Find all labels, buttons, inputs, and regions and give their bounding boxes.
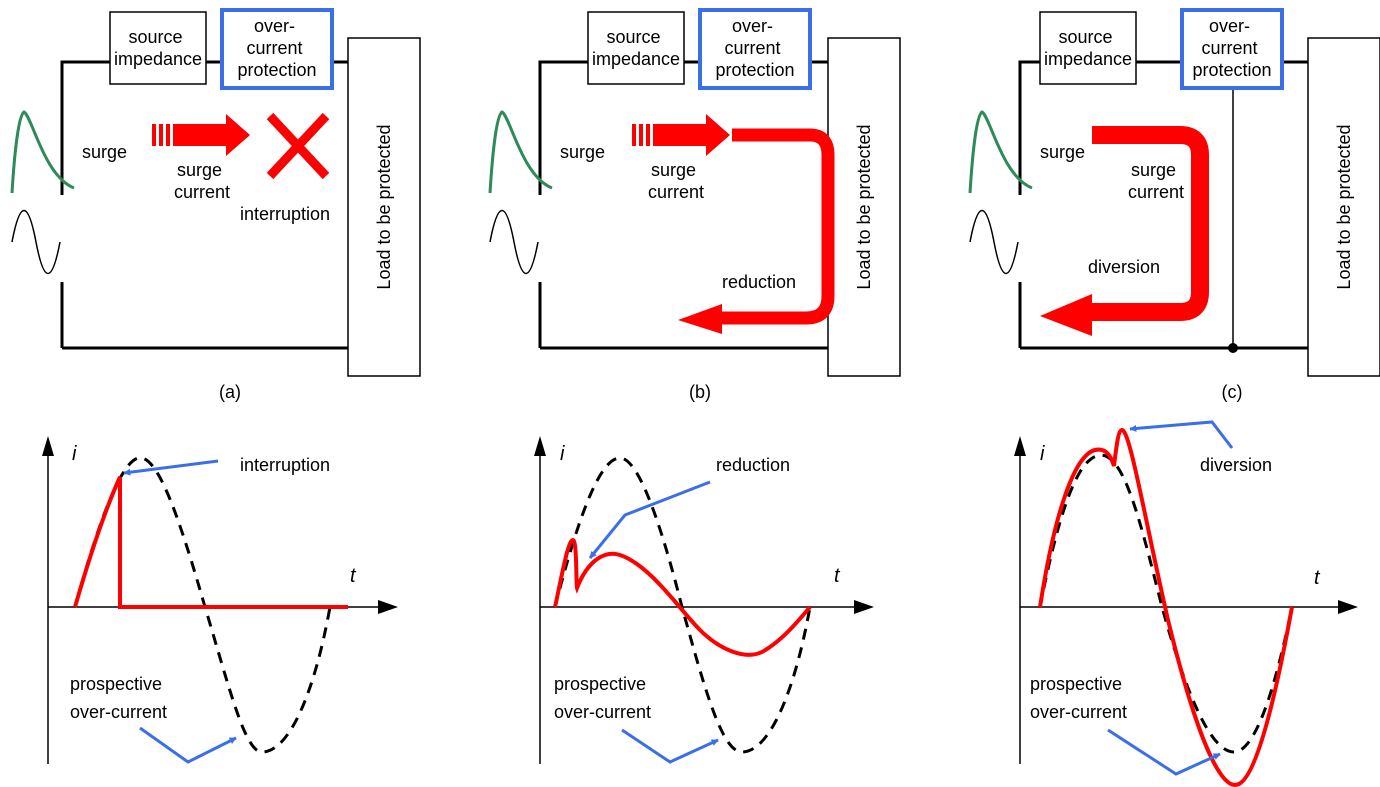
load-box — [1307, 37, 1380, 377]
load-label: Load to be protected — [854, 124, 874, 289]
surge-wave-icon — [488, 110, 553, 194]
graph-c: i t diversion prospective over-current — [1014, 420, 1358, 787]
circuit-c: source impedance over- current protectio… — [968, 8, 1380, 402]
circuit-b: source impedance over- current protectio… — [488, 8, 901, 402]
ac-source-icon — [11, 209, 61, 275]
panel-caption: (a) — [219, 382, 241, 402]
surge-wave-icon — [10, 110, 75, 194]
action-label: reduction — [722, 272, 796, 292]
overcurrent-protection-box — [1180, 8, 1284, 90]
overcurrent-protection-box — [220, 8, 334, 90]
action-label: diversion — [1088, 257, 1160, 277]
source-impedance-label: source impedance — [592, 27, 680, 69]
surge-current-label: surge current — [1128, 160, 1184, 202]
prospective-callout-arrow — [139, 726, 237, 764]
prospective-callout-arrow — [621, 728, 719, 764]
panel-caption: (c) — [1222, 382, 1243, 402]
y-axis-arrowhead — [534, 436, 546, 456]
prospective-label: prospective over-current — [1030, 674, 1127, 722]
y-axis-label: i — [1040, 443, 1045, 465]
diversion-arrow-head — [1040, 294, 1092, 336]
ac-source-icon — [969, 209, 1019, 275]
load-label: Load to be protected — [1334, 124, 1354, 289]
callout-label: reduction — [716, 455, 790, 475]
y-axis-arrowhead — [42, 436, 54, 456]
y-axis-label: i — [72, 443, 77, 465]
diverted-current — [1038, 427, 1294, 787]
load-label: Load to be protected — [374, 124, 394, 289]
surge-label: surge — [1040, 142, 1085, 162]
interrupted-current — [73, 476, 348, 609]
surge-current-label: surge current — [174, 160, 230, 202]
source-impedance-label: source impedance — [114, 27, 202, 69]
overcurrent-protection-label: over- current protection — [237, 16, 316, 80]
y-axis-label: i — [560, 443, 565, 465]
reduction-path-arrow — [720, 128, 835, 325]
junction-dot — [1228, 343, 1238, 353]
callout-arrow — [588, 480, 711, 559]
source-impedance-box — [587, 11, 685, 85]
graph-b: i t reduction prospective over-current — [534, 436, 874, 764]
reduced-current — [553, 537, 812, 657]
x-axis-arrowhead — [854, 600, 874, 614]
x-axis-label: t — [1314, 567, 1321, 589]
overcurrent-protection-label: over- current protection — [1192, 16, 1271, 80]
surge-wave-icon — [968, 110, 1033, 194]
action-label: interruption — [240, 204, 330, 224]
panel-caption: (b) — [689, 382, 711, 402]
y-axis-arrowhead — [1014, 436, 1026, 456]
source-impedance-box — [1039, 11, 1137, 85]
reduction-arrow-head — [678, 304, 722, 334]
overcurrent-protection-box — [698, 8, 812, 90]
load-box — [347, 37, 421, 377]
prospective-callout-arrow — [1107, 728, 1221, 776]
callout-label: diversion — [1200, 455, 1272, 475]
overcurrent-protection-label: over- current protection — [715, 16, 794, 80]
source-impedance-box — [109, 11, 207, 85]
prospective-label: prospective over-current — [70, 674, 167, 722]
surge-current-label: surge current — [648, 160, 704, 202]
x-axis-label: t — [834, 565, 841, 587]
callout-label: interruption — [240, 455, 330, 475]
ac-source-icon — [489, 209, 539, 275]
surge-label: surge — [82, 142, 127, 162]
callout-arrow — [123, 459, 219, 476]
diversion-path-arrow — [1090, 126, 1209, 321]
surge-current-arrow — [632, 114, 730, 156]
surge-label: surge — [560, 142, 605, 162]
prospective-label: prospective over-current — [554, 674, 651, 722]
source-impedance-label: source impedance — [1044, 27, 1132, 69]
x-axis-arrowhead — [1338, 600, 1358, 614]
circuit-a: source impedance over- current protectio… — [10, 8, 421, 402]
x-axis-arrowhead — [378, 600, 398, 614]
x-axis-label: t — [350, 565, 357, 587]
callout-arrow — [1129, 420, 1234, 449]
surge-current-arrow — [152, 114, 250, 156]
interruption-x-icon — [266, 112, 330, 180]
graph-a: i t interruption prospective over-curren… — [42, 436, 398, 764]
